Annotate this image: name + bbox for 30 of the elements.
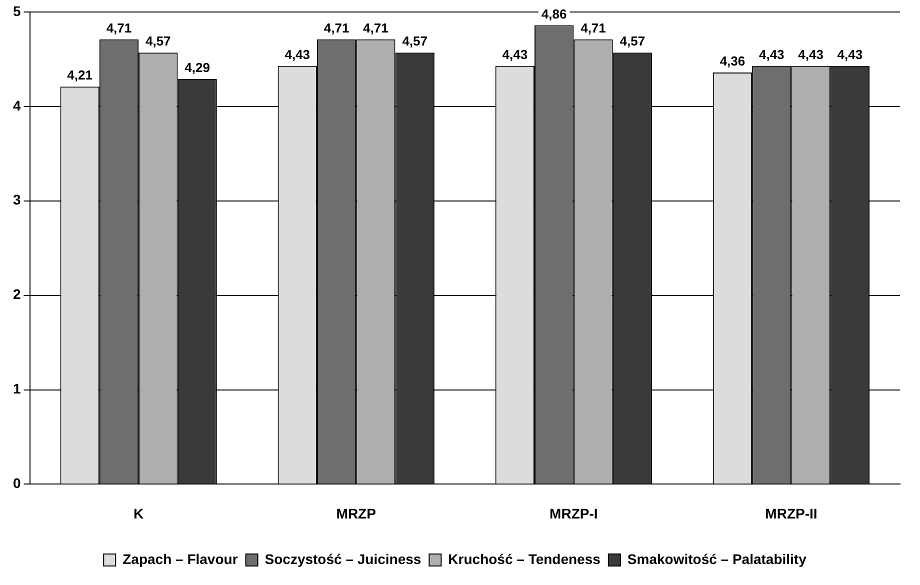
legend-label: Zapach – Flavour <box>122 550 238 567</box>
y-tick-label: 0 <box>12 475 21 492</box>
x-tick-label: MRZP-I <box>550 505 598 522</box>
legend-label: Smakowitość – Palatability <box>627 550 807 567</box>
data-label: 4,71 <box>106 20 132 36</box>
data-label: 4,21 <box>67 68 92 83</box>
data-label: 4,71 <box>580 20 606 36</box>
data-label: 4,29 <box>184 60 210 76</box>
legend-label: Soczystość – Juiciness <box>264 550 422 567</box>
data-label: 4,43 <box>502 46 528 62</box>
data-label: 4,71 <box>324 20 350 36</box>
y-tick-label: 2 <box>12 286 21 302</box>
x-tick-label: MRZP-II <box>765 505 818 522</box>
y-tick-label: 4 <box>12 97 21 114</box>
data-label: 4,43 <box>758 46 784 62</box>
y-tick-label: 3 <box>12 192 21 208</box>
data-label: 4,86 <box>541 6 567 22</box>
y-tick-label: 5 <box>12 2 21 19</box>
x-tick-label: MRZP <box>336 505 376 522</box>
y-tick-label: 1 <box>12 380 21 397</box>
data-label: 4,71 <box>363 20 388 36</box>
data-label: 4,57 <box>620 34 646 49</box>
data-label: 4,57 <box>145 34 171 49</box>
data-label: 4,43 <box>284 46 310 62</box>
legend-label: Kruchość – Tendeness <box>448 550 601 567</box>
x-tick-label: K <box>134 505 144 522</box>
data-label: 4,36 <box>720 54 746 69</box>
data-label: 4,43 <box>837 46 863 62</box>
data-label: 4,57 <box>402 34 428 49</box>
data-label: 4,43 <box>798 46 824 62</box>
